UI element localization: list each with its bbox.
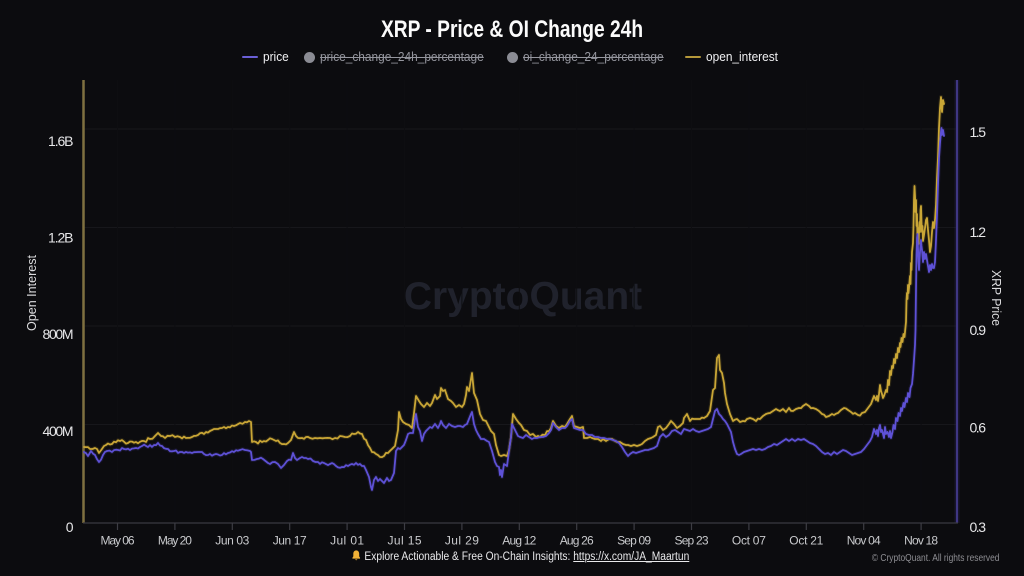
svg-text:XRP Price: XRP Price bbox=[989, 270, 1003, 326]
svg-text:0.9: 0.9 bbox=[970, 322, 987, 338]
svg-text:May 20: May 20 bbox=[158, 534, 192, 548]
svg-text:Nov 18: Nov 18 bbox=[904, 534, 938, 548]
svg-text:Aug 26: Aug 26 bbox=[560, 534, 594, 548]
svg-text:0.3: 0.3 bbox=[970, 519, 987, 535]
svg-text:Sep 09: Sep 09 bbox=[617, 534, 651, 548]
svg-text:Oct 21: Oct 21 bbox=[789, 534, 823, 548]
svg-text:1.2: 1.2 bbox=[970, 224, 987, 240]
svg-text:1.2B: 1.2B bbox=[48, 230, 74, 246]
svg-text:Jul 29: Jul 29 bbox=[445, 534, 479, 548]
svg-text:Oct 07: Oct 07 bbox=[732, 534, 766, 548]
svg-text:Jul 15: Jul 15 bbox=[388, 534, 422, 548]
svg-text:1.5: 1.5 bbox=[970, 124, 987, 140]
svg-text:400M: 400M bbox=[43, 423, 74, 439]
svg-text:Sep 23: Sep 23 bbox=[675, 534, 709, 548]
svg-text:Jul 01: Jul 01 bbox=[330, 534, 364, 548]
svg-text:Nov 04: Nov 04 bbox=[847, 534, 881, 548]
svg-text:0: 0 bbox=[66, 519, 74, 535]
svg-text:Jun 03: Jun 03 bbox=[215, 534, 249, 548]
svg-text:Open Interest: Open Interest bbox=[25, 254, 39, 331]
svg-text:Aug 12: Aug 12 bbox=[502, 534, 536, 548]
svg-text:May 06: May 06 bbox=[101, 534, 135, 548]
svg-text:1.6B: 1.6B bbox=[48, 133, 74, 149]
svg-text:800M: 800M bbox=[43, 326, 74, 342]
svg-text:0.6: 0.6 bbox=[970, 420, 987, 436]
svg-text:Jun 17: Jun 17 bbox=[273, 534, 307, 548]
